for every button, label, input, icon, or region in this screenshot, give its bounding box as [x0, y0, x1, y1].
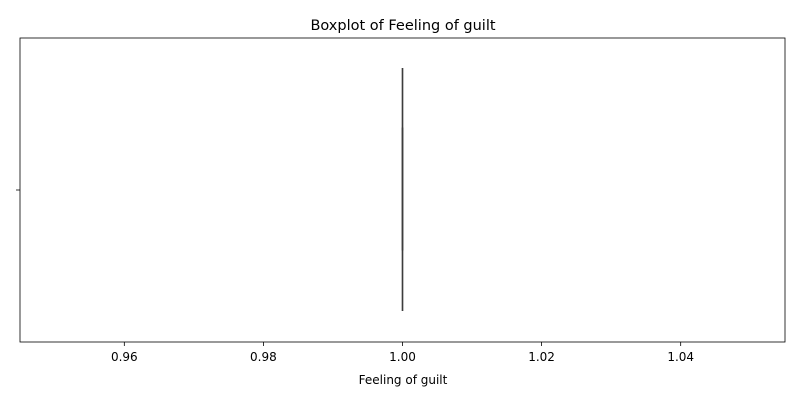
- x-tick-label: 0.98: [250, 350, 277, 364]
- x-tick-label: 1.04: [667, 350, 694, 364]
- x-axis-ticks: 0.96 0.98 1.00 1.02 1.04: [111, 342, 694, 364]
- x-tick-label: 0.96: [111, 350, 138, 364]
- x-axis-label: Feeling of guilt: [359, 373, 448, 387]
- x-tick-label: 1.00: [389, 350, 416, 364]
- chart-title: Boxplot of Feeling of guilt: [310, 18, 495, 34]
- x-tick-label: 1.02: [528, 350, 555, 364]
